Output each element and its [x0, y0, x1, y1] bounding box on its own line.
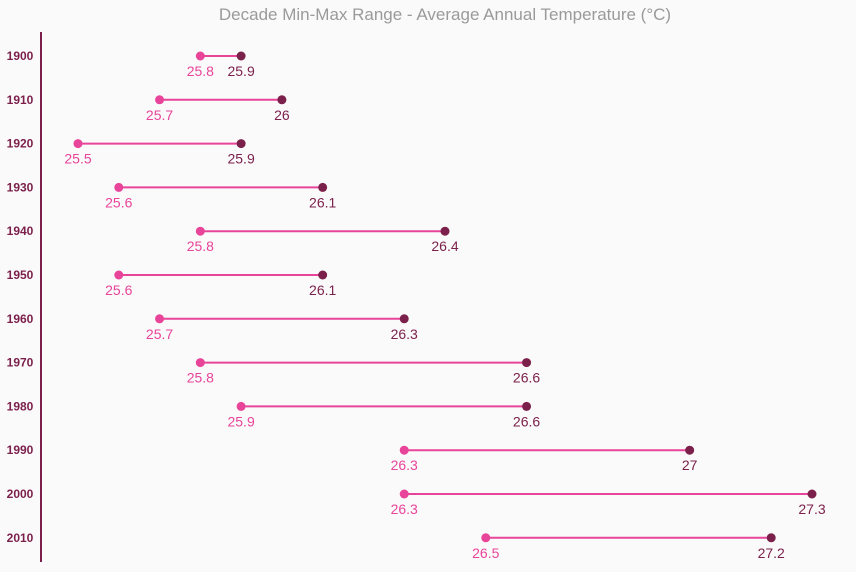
y-tick-label: 1930 [7, 180, 34, 194]
min-data-label: 25.5 [64, 151, 91, 167]
min-data-label: 25.7 [146, 107, 173, 123]
min-point [195, 226, 205, 236]
max-data-label: 27.2 [758, 545, 785, 561]
max-data-label: 26.4 [431, 238, 458, 254]
y-tick-label: 1920 [7, 137, 34, 151]
y-tick-label: 1940 [7, 224, 34, 238]
max-point [522, 401, 532, 411]
min-data-label: 26.5 [472, 545, 499, 561]
max-point [807, 489, 817, 499]
min-point [399, 489, 409, 499]
max-data-label: 27 [682, 457, 698, 473]
y-tick-label: 1900 [7, 49, 34, 63]
min-data-label: 25.8 [187, 370, 214, 386]
chart-title: Decade Min-Max Range - Average Annual Te… [218, 5, 672, 24]
min-point [481, 533, 491, 543]
max-point [236, 51, 246, 61]
min-point [195, 358, 205, 368]
y-tick-label: 1990 [7, 443, 34, 457]
min-data-label: 26.3 [391, 501, 418, 517]
y-tick-label: 2000 [7, 487, 34, 501]
min-point [155, 95, 165, 105]
max-point [318, 270, 328, 280]
y-tick-label: 1980 [7, 399, 34, 413]
y-tick-label: 1970 [7, 356, 34, 370]
min-point [73, 139, 83, 149]
max-data-label: 26.1 [309, 282, 336, 298]
min-data-label: 25.8 [187, 63, 214, 79]
max-data-label: 25.9 [227, 63, 254, 79]
max-point [318, 182, 328, 192]
max-data-label: 25.9 [227, 151, 254, 167]
max-point [440, 226, 450, 236]
chart-marks: 1900 25.8 25.9 1910 25.7 26 1920 25.5 25.9 1930 25… [7, 49, 826, 561]
max-point [236, 139, 246, 149]
min-point [114, 182, 124, 192]
min-point [236, 401, 246, 411]
min-data-label: 25.8 [187, 238, 214, 254]
y-tick-label: 1950 [7, 268, 34, 282]
max-point [766, 533, 776, 543]
max-data-label: 26.6 [513, 370, 540, 386]
max-data-label: 26.6 [513, 413, 540, 429]
min-point [399, 445, 409, 455]
min-point [114, 270, 124, 280]
y-tick-label: 2010 [7, 531, 34, 545]
min-data-label: 25.7 [146, 326, 173, 342]
max-data-label: 26.3 [391, 326, 418, 342]
max-data-label: 27.3 [798, 501, 825, 517]
y-tick-label: 1910 [7, 93, 34, 107]
min-point [195, 51, 205, 61]
min-data-label: 25.9 [227, 413, 254, 429]
max-point [685, 445, 695, 455]
min-data-label: 26.3 [391, 457, 418, 473]
max-point [277, 95, 287, 105]
max-point [399, 314, 409, 324]
min-data-label: 25.6 [105, 194, 132, 210]
max-data-label: 26 [274, 107, 290, 123]
min-point [155, 314, 165, 324]
max-data-label: 26.1 [309, 194, 336, 210]
y-tick-label: 1960 [7, 312, 34, 326]
min-data-label: 25.6 [105, 282, 132, 298]
max-point [522, 358, 532, 368]
